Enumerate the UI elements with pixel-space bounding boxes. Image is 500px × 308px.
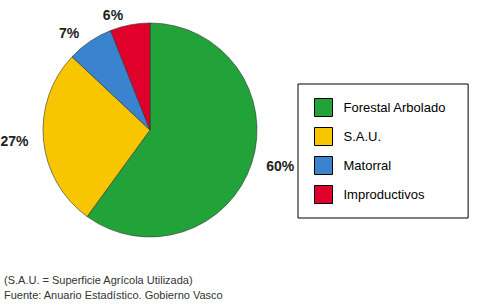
- svg-text:7%: 7%: [59, 25, 80, 41]
- svg-text:Matorral: Matorral: [344, 158, 392, 173]
- svg-text:6%: 6%: [103, 7, 124, 23]
- svg-text:Fuente: Anuario Estadístico. G: Fuente: Anuario Estadístico. Gobierno Va…: [4, 289, 223, 301]
- svg-text:27%: 27%: [0, 133, 29, 149]
- svg-text:S.A.U.: S.A.U.: [344, 129, 382, 144]
- svg-text:Improductivos: Improductivos: [344, 187, 425, 202]
- svg-text:(S.A.U. = Superficie Agrícola: (S.A.U. = Superficie Agrícola Utilizada): [4, 274, 193, 286]
- svg-text:60%: 60%: [266, 158, 295, 174]
- svg-text:Forestal Arbolado: Forestal Arbolado: [344, 100, 446, 115]
